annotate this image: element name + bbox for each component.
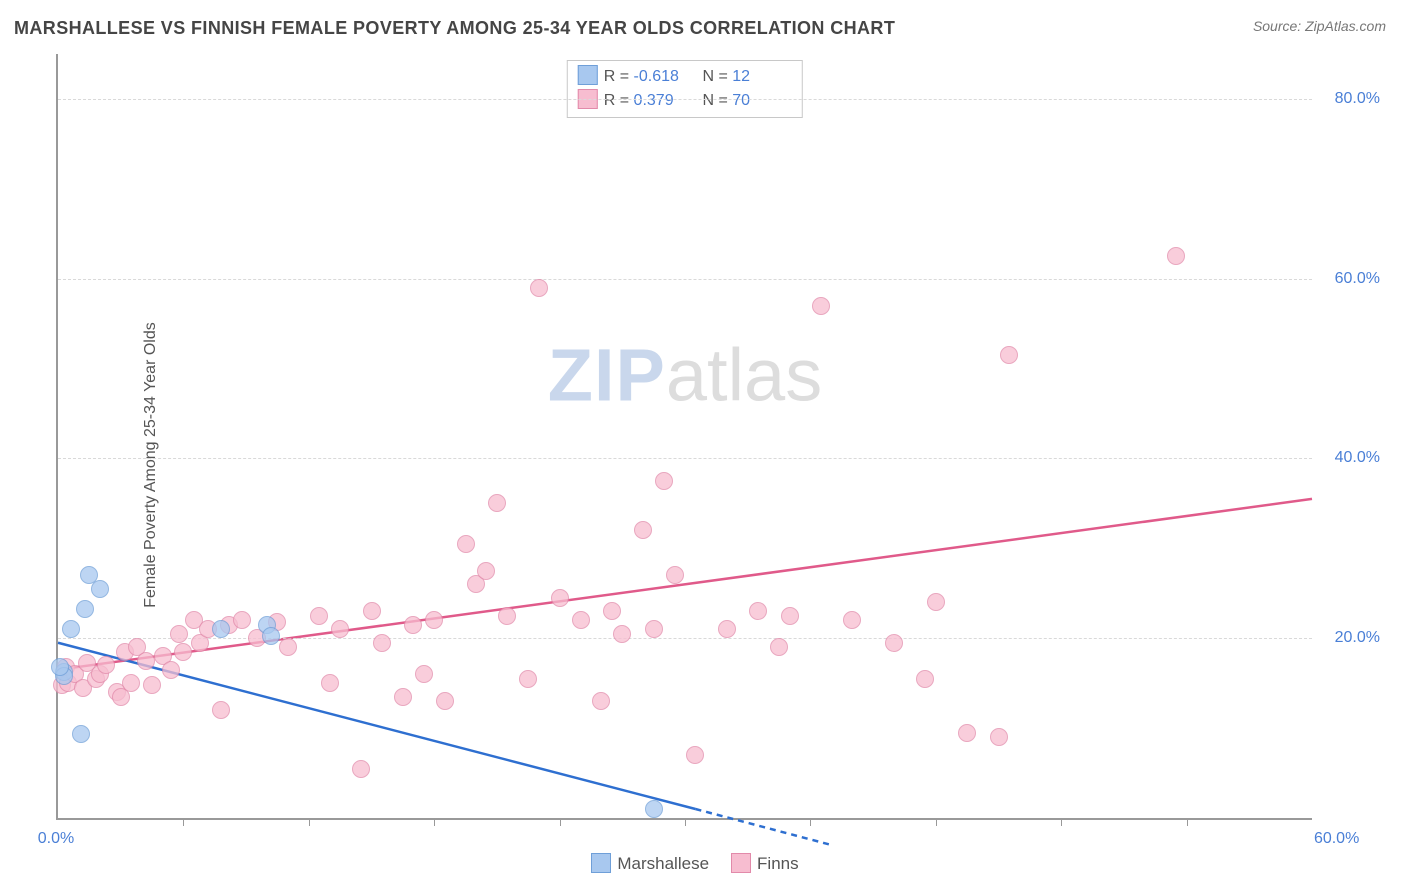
finns-point <box>530 279 548 297</box>
x-tick <box>183 818 184 826</box>
x-axis-min-label: 0.0% <box>38 830 74 848</box>
stats-row: R = 0.379 N = 70 <box>578 89 792 113</box>
y-tick-label: 20.0% <box>1335 629 1380 647</box>
finns-point <box>572 611 590 629</box>
finns-point <box>477 562 495 580</box>
finns-point <box>655 472 673 490</box>
legend: MarshalleseFinns <box>56 853 1312 874</box>
gridline <box>58 638 1312 639</box>
finns-point <box>770 638 788 656</box>
finns-point <box>592 692 610 710</box>
correlation-stats-box: R = -0.618 N = 12R = 0.379 N = 70 <box>567 60 803 118</box>
finns-point <box>352 760 370 778</box>
marshallese-point <box>72 725 90 743</box>
finns-point <box>603 602 621 620</box>
marshallese-point <box>645 800 663 818</box>
finns-point <box>990 728 1008 746</box>
finns-point <box>233 611 251 629</box>
finns-point <box>781 607 799 625</box>
finns-point <box>812 297 830 315</box>
finns-point <box>97 656 115 674</box>
chart-area: Female Poverty Among 25-34 Year Olds ZIP… <box>14 50 1388 880</box>
finns-point <box>666 566 684 584</box>
x-tick <box>1061 818 1062 826</box>
legend-swatch <box>731 853 751 873</box>
x-tick <box>560 818 561 826</box>
finns-point <box>686 746 704 764</box>
legend-swatch <box>578 65 598 85</box>
marshallese-point <box>62 620 80 638</box>
finns-point <box>137 652 155 670</box>
finns-point <box>394 688 412 706</box>
finns-point <box>457 535 475 553</box>
watermark: ZIPatlas <box>548 332 822 417</box>
finns-point <box>143 676 161 694</box>
finns-point <box>488 494 506 512</box>
chart-title: MARSHALLESE VS FINNISH FEMALE POVERTY AM… <box>14 18 895 39</box>
finns-point <box>436 692 454 710</box>
x-tick <box>936 818 937 826</box>
finns-point <box>927 593 945 611</box>
finns-point <box>321 674 339 692</box>
chart-source: Source: ZipAtlas.com <box>1253 18 1386 34</box>
legend-swatch <box>591 853 611 873</box>
finns-point <box>404 616 422 634</box>
finns-point <box>749 602 767 620</box>
finns-point <box>1000 346 1018 364</box>
finns-point <box>519 670 537 688</box>
finns-point <box>363 602 381 620</box>
marshallese-point <box>76 600 94 618</box>
finns-point <box>279 638 297 656</box>
marshallese-point <box>212 620 230 638</box>
stats-row: R = -0.618 N = 12 <box>578 65 792 89</box>
marshallese-point <box>51 658 69 676</box>
finns-point <box>645 620 663 638</box>
x-tick <box>685 818 686 826</box>
finns-point <box>843 611 861 629</box>
gridline <box>58 458 1312 459</box>
legend-item: Marshallese <box>569 854 709 873</box>
finns-point <box>373 634 391 652</box>
marshallese-point <box>91 580 109 598</box>
finns-point <box>212 701 230 719</box>
x-axis-max-label: 60.0% <box>1314 830 1359 848</box>
gridline <box>58 99 1312 100</box>
legend-item: Finns <box>709 854 799 873</box>
y-tick-label: 40.0% <box>1335 449 1380 467</box>
finns-point <box>174 643 192 661</box>
finns-point <box>170 625 188 643</box>
finns-point <box>162 661 180 679</box>
finns-point <box>331 620 349 638</box>
x-tick <box>434 818 435 826</box>
plot-region: ZIPatlas R = -0.618 N = 12R = 0.379 N = … <box>56 54 1312 820</box>
finns-point <box>551 589 569 607</box>
finns-point <box>958 724 976 742</box>
finns-point <box>613 625 631 643</box>
finns-point <box>916 670 934 688</box>
finns-point <box>425 611 443 629</box>
trend-lines-layer <box>58 54 1312 818</box>
finns-point <box>310 607 328 625</box>
finns-point <box>634 521 652 539</box>
finns-point <box>885 634 903 652</box>
x-tick <box>309 818 310 826</box>
y-tick-label: 80.0% <box>1335 90 1380 108</box>
x-tick <box>810 818 811 826</box>
y-tick-label: 60.0% <box>1335 270 1380 288</box>
finns-point <box>122 674 140 692</box>
finns-point <box>415 665 433 683</box>
finns-point <box>498 607 516 625</box>
finns-point <box>1167 247 1185 265</box>
x-tick <box>1187 818 1188 826</box>
finns-point <box>718 620 736 638</box>
marshallese-point <box>262 627 280 645</box>
gridline <box>58 279 1312 280</box>
